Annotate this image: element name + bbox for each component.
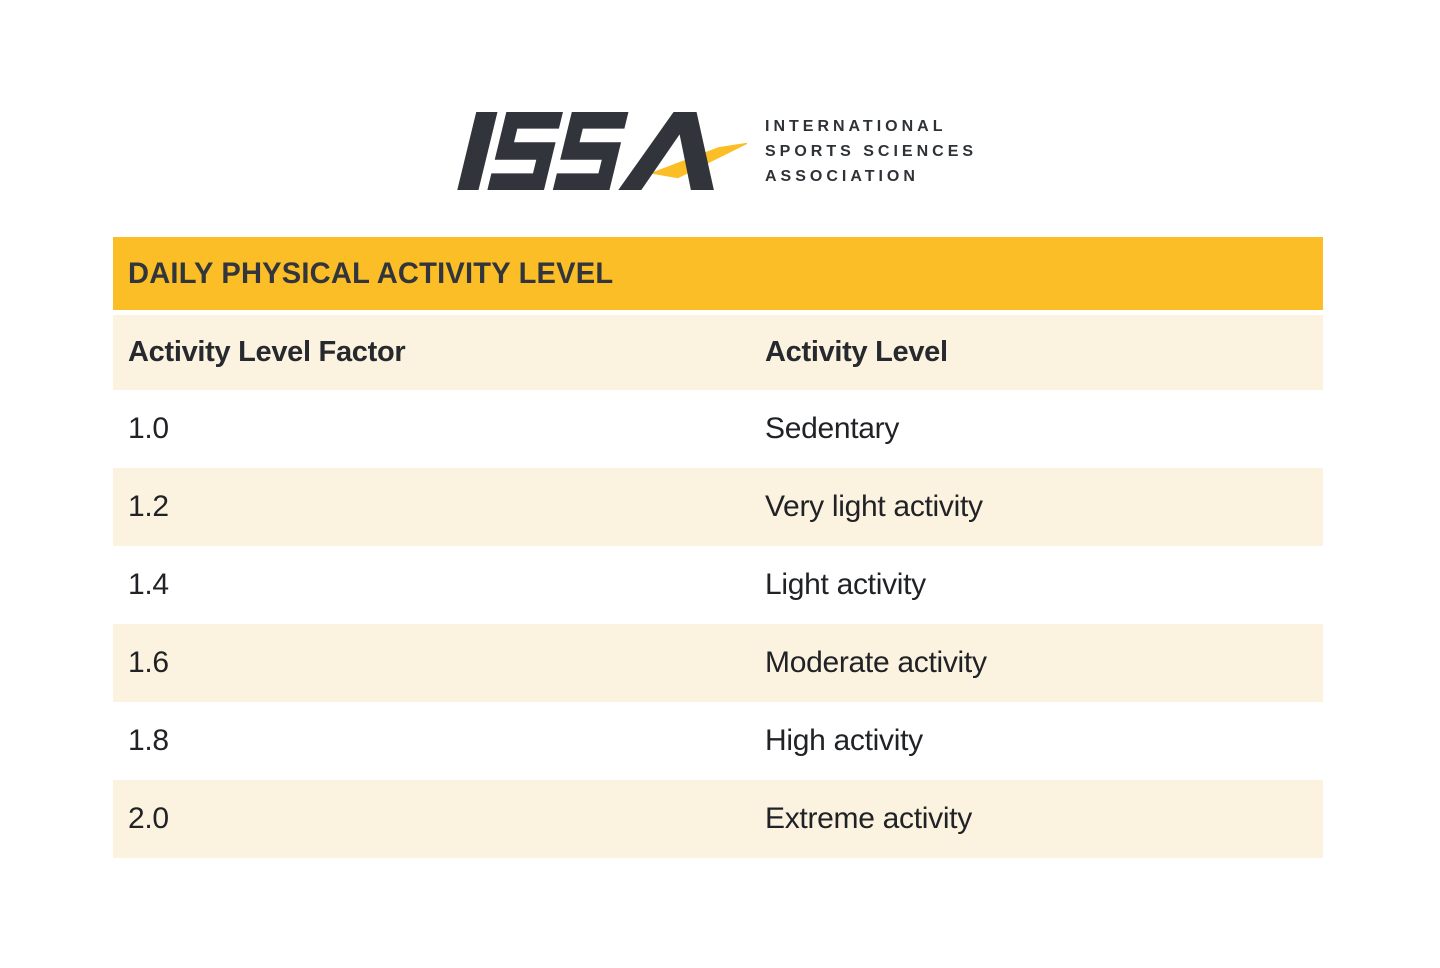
column-header-factor: Activity Level Factor bbox=[128, 336, 406, 368]
table-row: 1.6 Moderate activity bbox=[113, 624, 1323, 702]
level-cell: Sedentary bbox=[765, 412, 900, 445]
factor-cell: 1.4 bbox=[128, 568, 169, 601]
factor-cell: 1.8 bbox=[128, 724, 169, 757]
table-title-bar: DAILY PHYSICAL ACTIVITY LEVEL bbox=[113, 237, 1323, 310]
logo-block: INTERNATIONAL SPORTS SCIENCES ASSOCIATIO… bbox=[455, 112, 977, 190]
issa-letters bbox=[457, 112, 629, 190]
level-cell: Light activity bbox=[765, 568, 926, 601]
table-body: 1.0 Sedentary 1.2 Very light activity 1.… bbox=[113, 390, 1323, 858]
factor-cell: 1.0 bbox=[128, 412, 169, 445]
org-name: INTERNATIONAL SPORTS SCIENCES ASSOCIATIO… bbox=[765, 114, 977, 189]
table-row: 1.2 Very light activity bbox=[113, 468, 1323, 546]
level-cell: Extreme activity bbox=[765, 802, 972, 835]
org-name-line: ASSOCIATION bbox=[765, 167, 919, 185]
activity-level-table: DAILY PHYSICAL ACTIVITY LEVEL Activity L… bbox=[113, 237, 1323, 858]
column-header-level: Activity Level bbox=[765, 336, 948, 368]
issa-letter-a bbox=[618, 112, 714, 190]
table-row: 1.0 Sedentary bbox=[113, 390, 1323, 468]
org-name-line: INTERNATIONAL bbox=[765, 117, 947, 135]
table-header-row: Activity Level Factor Activity Level bbox=[113, 315, 1323, 390]
factor-cell: 1.6 bbox=[128, 646, 169, 679]
level-cell: Very light activity bbox=[765, 490, 983, 523]
table-row: 2.0 Extreme activity bbox=[113, 780, 1323, 858]
issa-logo bbox=[457, 112, 747, 190]
table-title: DAILY PHYSICAL ACTIVITY LEVEL bbox=[128, 256, 614, 290]
org-name-line: SPORTS SCIENCES bbox=[765, 142, 978, 160]
table-row: 1.4 Light activity bbox=[113, 546, 1323, 624]
factor-cell: 2.0 bbox=[128, 802, 169, 835]
level-cell: Moderate activity bbox=[765, 646, 987, 679]
factor-cell: 1.2 bbox=[128, 490, 169, 523]
level-cell: High activity bbox=[765, 724, 923, 757]
table-row: 1.8 High activity bbox=[113, 702, 1323, 780]
